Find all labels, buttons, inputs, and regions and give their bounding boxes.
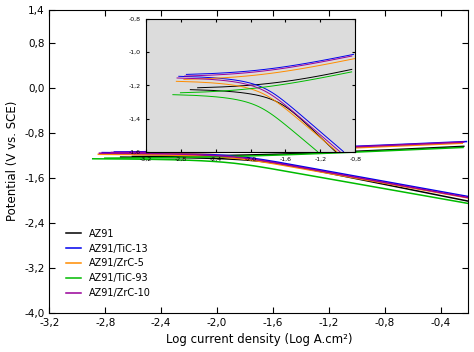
Legend: AZ91, AZ91/TiC-13, AZ91/ZrC-5, AZ91/TiC-93, AZ91/ZrC-10: AZ91, AZ91/TiC-13, AZ91/ZrC-5, AZ91/TiC-… <box>63 225 155 302</box>
X-axis label: Log current density (Log A.cm²): Log current density (Log A.cm²) <box>165 333 352 346</box>
Y-axis label: Potential (V vs. SCE): Potential (V vs. SCE) <box>6 101 18 221</box>
